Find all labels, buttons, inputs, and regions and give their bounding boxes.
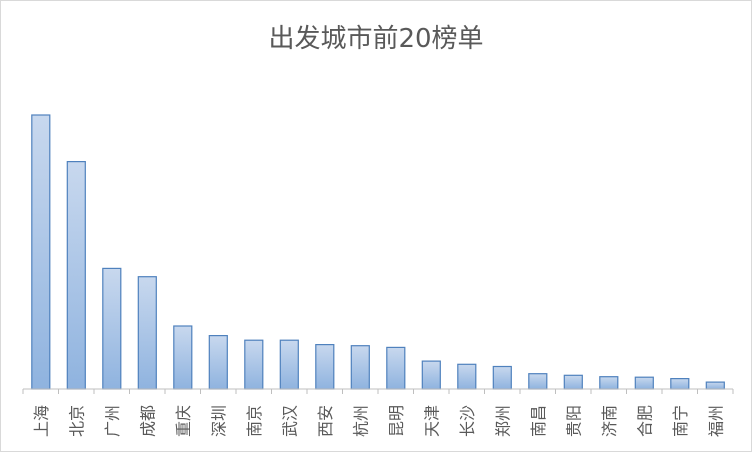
x-tick-label: 广州 (103, 405, 122, 437)
bars-group (31, 114, 725, 390)
bar-南京 (244, 339, 264, 390)
x-tick-labels: 上海 北京 广州 成都 重庆 深圳 南京 武汉 西安 杭州 昆明 天津 长沙 郑州 南昌 贵阳 济南 合肥 南宁 福州 (32, 405, 726, 437)
x-tick-label: 南京 (245, 405, 264, 437)
bar-郑州 (492, 365, 512, 390)
x-tick-label: 上海 (32, 405, 51, 437)
x-tick-label: 深圳 (209, 405, 228, 437)
bar-合肥 (634, 376, 654, 390)
x-tick-label: 贵阳 (564, 405, 583, 437)
x-tick-label: 郑州 (493, 405, 512, 437)
x-tick-label: 西安 (316, 405, 335, 437)
bar-广州 (102, 267, 122, 390)
bar-重庆 (173, 325, 193, 390)
bar-南昌 (528, 373, 548, 390)
x-tick-label: 南昌 (529, 405, 548, 437)
bar-深圳 (208, 335, 228, 390)
x-tick-label: 武汉 (280, 405, 299, 437)
bar-杭州 (350, 345, 370, 390)
x-tick-label: 福州 (706, 405, 725, 437)
x-tick-label: 昆明 (387, 405, 406, 437)
bar-贵阳 (563, 374, 583, 390)
bar-济南 (599, 376, 619, 390)
x-tick-label: 合肥 (635, 405, 654, 437)
x-tick-label: 长沙 (458, 405, 477, 437)
bar-福州 (705, 381, 725, 390)
x-tick-label: 杭州 (351, 405, 370, 437)
bar-上海 (31, 114, 51, 390)
bar-西安 (315, 344, 335, 390)
chart-title: 出发城市前20榜单 (268, 24, 484, 54)
bar-长沙 (457, 363, 477, 390)
bar-武汉 (279, 339, 299, 390)
x-tick-label: 天津 (422, 405, 441, 437)
bar-天津 (421, 360, 441, 390)
x-tick-label: 成都 (138, 405, 157, 437)
x-tick-group (22, 389, 734, 394)
bar-昆明 (386, 346, 406, 390)
x-tick-label: 重庆 (174, 405, 193, 437)
x-tick-label: 济南 (600, 405, 619, 437)
bar-成都 (137, 276, 157, 390)
bar-南宁 (670, 378, 690, 390)
bar-北京 (66, 161, 86, 390)
x-tick-label: 南宁 (671, 405, 690, 437)
x-tick-label: 北京 (67, 405, 86, 437)
